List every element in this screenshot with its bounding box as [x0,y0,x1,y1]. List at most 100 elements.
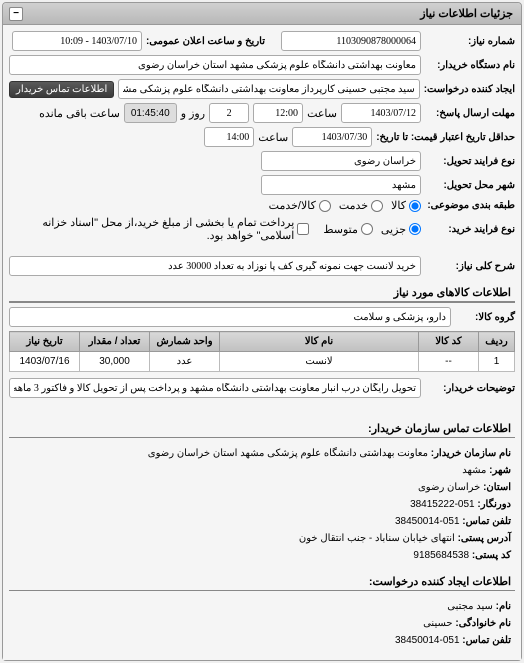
contact-fax-v: 051-38415222 [410,499,475,510]
contact-city-k: شهر: [489,465,511,476]
requester-info-block: نام: سید مجتبی نام خانوادگی: حسینی تلفن … [9,595,515,654]
requester-input[interactable] [118,79,419,99]
deadline-days-input[interactable] [209,103,249,123]
city-label: شهر محل تحویل: [425,180,515,191]
category-opt-0[interactable]: کالا [391,199,421,212]
deadline-label: مهلت ارسال پاسخ: [425,108,515,119]
payment-radio-0[interactable] [409,223,421,235]
col-5: تاریخ نیاز [10,332,80,352]
requester-label: ایجاد کننده درخواست: [424,84,515,95]
col-0: ردیف [479,332,515,352]
req-family-k: نام خانوادگی: [455,618,511,629]
payment-opt-0[interactable]: جزیی [381,223,421,236]
validity-time-input[interactable] [204,127,254,147]
table-header-row: ردیف کد کالا نام کالا واحد شمارش تعداد /… [10,332,515,352]
buyer-org-input[interactable] [9,55,421,75]
validity-date-input[interactable] [292,127,372,147]
notes-input[interactable] [9,378,421,398]
group-input[interactable] [9,307,451,327]
col-3: واحد شمارش [150,332,220,352]
cell-0-5: 1403/07/16 [10,352,80,372]
row-requester: ایجاد کننده درخواست: اطلاعات تماس خریدار [9,79,515,99]
need-no-label: شماره نیاز: [425,36,515,47]
contact-prov-v: خراسان رضوی [418,482,480,493]
req-tel-k: تلفن تماس: [462,635,511,646]
goods-section-title: اطلاعات کالاهای مورد نیاز [9,280,515,303]
row-category: طبقه بندی موضوعی: کالا خدمت کالا/خدمت [9,199,515,212]
deadline-days-label: روز و [181,107,205,120]
validity-time-label: ساعت [258,131,288,144]
contact-zip-v: 9185684538 [413,550,469,561]
datetime-label: تاریخ و ساعت اعلان عمومی: [146,36,265,47]
deadline-time-label: ساعت [307,107,337,120]
category-opt-1[interactable]: خدمت [339,199,383,212]
contact-addr-v: انتهای خیابان سناباد - جنب انتقال خون [299,533,455,544]
group-label: گروه کالا: [455,312,515,323]
panel-body: شماره نیاز: تاریخ و ساعت اعلان عمومی: نا… [3,25,521,660]
buyer-contact-button[interactable]: اطلاعات تماس خریدار [9,81,114,98]
category-opt-1-label: خدمت [339,199,368,212]
category-radio-0[interactable] [409,200,421,212]
contact-city-v: مشهد [462,465,486,476]
col-2: نام کالا [220,332,419,352]
validity-label: حداقل تاریخ اعتبار قیمت: تا تاریخ: [376,132,515,143]
category-opt-2[interactable]: کالا/خدمت [269,199,331,212]
row-buyer-org: نام دستگاه خریدار: [9,55,515,75]
table-row[interactable]: 1 -- لانست عدد 30,000 1403/07/16 [10,352,515,372]
payment-radio-1[interactable] [361,223,373,235]
cell-0-0: 1 [479,352,515,372]
panel-header: جزئیات اطلاعات نیاز − [3,3,521,25]
cell-0-3: عدد [150,352,220,372]
row-group: گروه کالا: [9,307,515,327]
need-no-input[interactable] [281,31,421,51]
category-radio-2[interactable] [319,200,331,212]
req-tel-v: 051-38450014 [395,635,460,646]
row-guarantee: نوع فرایند تحویل: [9,151,515,171]
contact-org-k: نام سازمان خریدار: [431,448,511,459]
category-radio-1[interactable] [371,200,383,212]
category-label: طبقه بندی موضوعی: [425,200,515,211]
deadline-remain-label: ساعت باقی مانده [39,107,120,120]
city-input[interactable] [261,175,421,195]
col-4: تعداد / مقدار [80,332,150,352]
category-opt-2-label: کالا/خدمت [269,199,316,212]
row-deadline: مهلت ارسال پاسخ: ساعت روز و 01:45:40 ساع… [9,103,515,123]
deadline-time-input[interactable] [253,103,303,123]
category-opt-0-label: کالا [391,199,406,212]
payment-opt-1-label: متوسط [323,223,358,236]
contact-fax-k: دورنگار: [477,499,511,510]
payment-label: نوع فرایند خرید: [425,224,515,235]
payment-note-checkbox[interactable] [297,223,309,235]
row-city: شهر محل تحویل: [9,175,515,195]
contact-addr-k: آدرس پستی: [458,533,511,544]
contact-info-block: نام سازمان خریدار: معاونت بهداشتی دانشگا… [9,442,515,569]
details-panel: جزئیات اطلاعات نیاز − شماره نیاز: تاریخ … [2,2,522,661]
req-name-v: سید مجتبی [447,601,493,612]
contact-org-v: معاونت بهداشتی دانشگاه علوم پزشکی مشهد ا… [148,448,428,459]
cell-0-1: -- [419,352,479,372]
payment-note-label: پرداخت تمام یا بخشی از مبلغ خرید،از محل … [9,216,294,242]
cell-0-2: لانست [220,352,419,372]
buyer-org-label: نام دستگاه خریدار: [425,60,515,71]
deadline-date-input[interactable] [341,103,421,123]
description-input[interactable] [9,256,421,276]
guarantee-input[interactable] [261,151,421,171]
req-family-v: حسینی [423,618,452,629]
payment-opt-0-label: جزیی [381,223,406,236]
contact-tel-k: تلفن تماس: [462,516,511,527]
contact-zip-k: کد پستی: [472,550,511,561]
req-name-k: نام: [496,601,511,612]
datetime-input[interactable] [12,31,142,51]
goods-table: ردیف کد کالا نام کالا واحد شمارش تعداد /… [9,331,515,372]
payment-opt-1[interactable]: متوسط [323,223,373,236]
row-payment: نوع فرایند خرید: جزیی متوسط پرداخت تمام … [9,216,515,242]
row-notes: توضیحات خریدار: [9,378,515,398]
deadline-remain-box: 01:45:40 [124,103,177,123]
notes-label: توضیحات خریدار: [425,383,515,394]
deadline-remain: 01:45:40 [131,108,170,119]
collapse-icon[interactable]: − [9,7,23,21]
contact-tel-v: 051-38450014 [395,516,460,527]
description-label: شرح کلی نیاز: [425,261,515,272]
payment-note-cb[interactable]: پرداخت تمام یا بخشی از مبلغ خرید،از محل … [9,216,309,242]
row-description: شرح کلی نیاز: [9,256,515,276]
